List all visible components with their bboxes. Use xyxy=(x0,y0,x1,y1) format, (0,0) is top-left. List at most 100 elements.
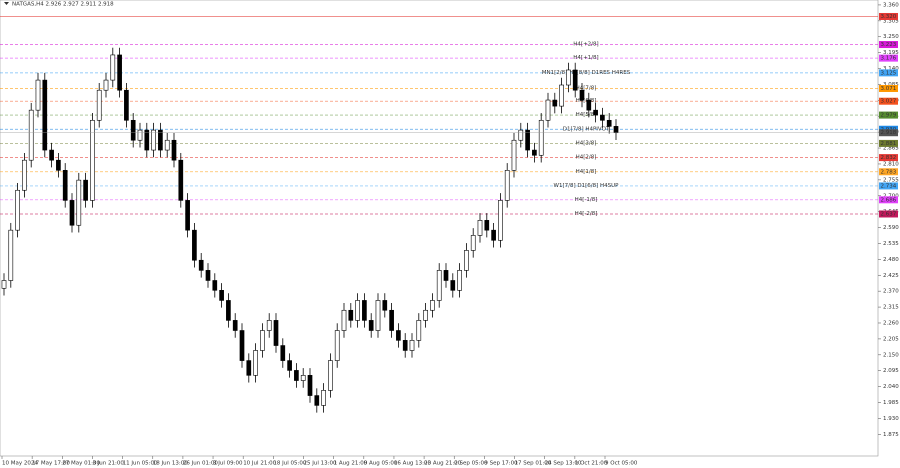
candle-body xyxy=(76,179,82,226)
candle-body xyxy=(151,129,156,151)
y-tick-label: 2.425 xyxy=(883,273,899,279)
level-price-label: 2.832 xyxy=(881,155,897,161)
level-price-box xyxy=(879,196,898,204)
candle-body xyxy=(253,350,258,376)
candle-body xyxy=(579,89,585,101)
candle-body xyxy=(124,89,129,121)
candle-body xyxy=(117,54,122,91)
x-tick-label: 16 Aug 13:00 xyxy=(394,461,432,467)
candle-body xyxy=(593,109,598,116)
y-tick-label: 2.315 xyxy=(883,305,899,311)
y-tick-label: 3.140 xyxy=(883,66,899,72)
candle-body xyxy=(402,340,408,351)
candle-body xyxy=(83,179,88,201)
candle-body xyxy=(484,220,490,231)
level-price-label: 2.686 xyxy=(881,197,897,203)
level-name: H4[2/8] xyxy=(576,155,597,161)
candle-body xyxy=(532,149,537,156)
level-price-box xyxy=(879,12,898,20)
y-tick-label: 2.865 xyxy=(883,146,899,152)
candle-body xyxy=(457,270,462,291)
candle-body xyxy=(389,309,394,331)
candle-body xyxy=(130,119,136,141)
candle-body xyxy=(545,99,551,121)
x-tick-label: 10 May 2024 xyxy=(2,461,38,467)
x-tick-label: 9 Sep 17:00 xyxy=(484,461,518,467)
candle-body xyxy=(171,139,177,161)
candle-body xyxy=(144,129,150,151)
x-tick-label: 25 Jul 13:00 xyxy=(304,461,337,467)
candle-body xyxy=(307,375,313,396)
candle-body xyxy=(552,99,558,107)
level-price-box xyxy=(879,168,898,176)
x-tick-label: 17 Sep 01:00 xyxy=(515,461,552,467)
candle-body xyxy=(538,119,544,156)
level-price-box xyxy=(879,97,898,105)
level-name: H4[5/8] xyxy=(576,112,597,118)
y-tick-label: 2.150 xyxy=(883,352,899,358)
chart-title: NATGAS,H4 2.926 2.927 2.911 2.918 xyxy=(12,2,114,8)
candle-body xyxy=(409,340,415,351)
candle-body xyxy=(450,280,456,291)
candle-body xyxy=(606,119,612,127)
current-price-box xyxy=(879,129,898,137)
x-tick-label: 1 Oct 21:00 xyxy=(575,461,608,467)
level-price-label: 3.071 xyxy=(881,86,897,92)
level-price-label: 3.027 xyxy=(881,99,897,105)
y-tick-label: 2.205 xyxy=(883,336,899,342)
candle-body xyxy=(334,330,340,361)
y-tick-label: 1.930 xyxy=(883,416,899,422)
level-price-label: 2.783 xyxy=(881,169,897,175)
candle-body xyxy=(464,250,469,271)
candle-body xyxy=(246,360,252,376)
candle-body xyxy=(613,126,619,134)
level-name: H4[+1/8] xyxy=(573,55,598,61)
candle-body xyxy=(314,395,320,406)
candle-body xyxy=(62,170,68,201)
candle-body xyxy=(35,79,41,111)
candle-body xyxy=(198,259,204,271)
candle-body xyxy=(430,300,435,311)
x-tick-label: 11 Jun 05:00 xyxy=(123,461,158,467)
x-tick-label: 2 Sep 05:00 xyxy=(454,461,488,467)
x-tick-label: 10 Jul 21:00 xyxy=(243,461,276,467)
candle-body xyxy=(511,139,517,171)
candle-body xyxy=(504,170,510,201)
candle-body xyxy=(368,320,374,331)
y-tick-label: 1.985 xyxy=(883,400,899,406)
level-price-box xyxy=(879,84,898,92)
current-price-label: 2.918 xyxy=(881,130,897,136)
y-tick-label: 3.305 xyxy=(883,18,899,24)
candle-body xyxy=(586,99,592,111)
candle-body xyxy=(525,129,530,151)
x-tick-label: 9 Aug 05:00 xyxy=(364,461,398,467)
candle-body xyxy=(266,320,272,331)
candle-body xyxy=(219,290,224,301)
level-price-label: 2.979 xyxy=(881,113,897,119)
level-name: MN1[2/8] H4[8/8] D1RES H4RES xyxy=(542,70,631,76)
y-tick-label: 2.095 xyxy=(883,368,899,374)
candle-body xyxy=(137,129,143,141)
level-price-box xyxy=(879,54,898,62)
candle-body xyxy=(416,320,422,341)
candle-body xyxy=(287,360,292,371)
candle-body xyxy=(273,320,279,346)
level-price-box xyxy=(879,139,898,147)
x-tick-label: 18 Jun 13:00 xyxy=(153,461,188,467)
level-name: W1[7/8] D1[6/8] H4SUP xyxy=(554,183,620,189)
candle-body xyxy=(375,300,381,331)
x-tick-label: 1 Aug 21:00 xyxy=(334,461,368,467)
level-price-box xyxy=(879,69,898,77)
y-tick-label: 2.755 xyxy=(883,177,899,183)
level-name: H4[-2/8] xyxy=(575,211,598,217)
level-price-label: 2.881 xyxy=(881,141,897,147)
level-name: H4[+2/8] xyxy=(573,42,598,48)
level-price-label: 2.734 xyxy=(881,183,897,189)
y-tick-label: 1.875 xyxy=(883,432,899,438)
candle-body xyxy=(477,220,483,236)
level-price-label: 3.320 xyxy=(881,14,897,20)
level-price-label: 2.637 xyxy=(881,211,897,217)
y-tick-label: 3.250 xyxy=(883,34,899,40)
